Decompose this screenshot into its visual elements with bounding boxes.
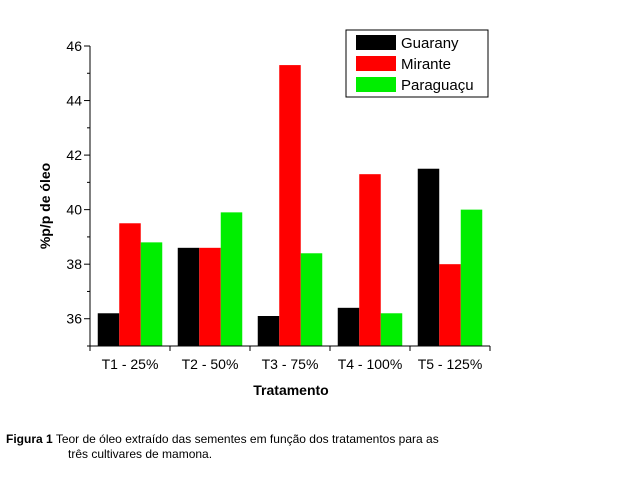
caption-line2: três cultivares de mamona. — [68, 447, 213, 461]
x-tick-label: T3 - 75% — [262, 356, 319, 372]
figure-caption: Figura 1 Teor de óleo extraído das semen… — [6, 432, 439, 462]
bar-guarany-2 — [177, 247, 200, 346]
y-axis-label: %p/p de óleo — [37, 163, 53, 249]
bar-mirante-5 — [439, 264, 461, 346]
bar-mirante-4 — [359, 174, 381, 346]
bar-paragua-u-3 — [300, 253, 323, 346]
bar-paragua-u-2 — [220, 212, 243, 346]
legend-swatch — [356, 56, 396, 71]
bar-paragua-u-1 — [140, 242, 163, 346]
x-tick-label: T2 - 50% — [182, 356, 239, 372]
legend-label: Guarany — [401, 35, 459, 52]
bars-group — [97, 65, 483, 346]
x-tick-label: T5 - 125% — [418, 356, 483, 372]
y-tick-label: 36 — [66, 311, 82, 327]
bar-paragua-u-4 — [380, 313, 403, 346]
legend: Guarany Mirante Paraguaçu — [345, 29, 489, 98]
bar-guarany-1 — [97, 313, 120, 346]
y-tick-label: 44 — [66, 93, 82, 109]
bar-mirante-1 — [119, 223, 141, 346]
y-tick-label: 42 — [66, 147, 82, 163]
bar-guarany-4 — [337, 307, 360, 346]
axes-group: 36 38 40 42 44 46 T1 - 25% T2 - 50% T3 - 75% T4 -… — [66, 38, 491, 372]
legend-swatch — [356, 77, 396, 92]
caption-label: Figura 1 — [6, 432, 53, 446]
bar-paragua-u-5 — [460, 209, 483, 346]
y-tick-label: 38 — [66, 256, 82, 272]
legend-label: Mirante — [401, 56, 451, 73]
x-tick-label: T4 - 100% — [338, 356, 403, 372]
legend-swatch — [356, 35, 396, 50]
x-tick-label: T1 - 25% — [102, 356, 159, 372]
bar-mirante-2 — [199, 247, 221, 346]
bar-mirante-3 — [279, 65, 301, 346]
y-tick-label: 40 — [66, 202, 82, 218]
y-tick-label: 46 — [66, 38, 82, 54]
caption-line1: Teor de óleo extraído das sementes em fu… — [55, 432, 439, 446]
bar-guarany-3 — [257, 316, 280, 346]
legend-label: Paraguaçu — [401, 77, 474, 94]
x-axis-label: Tratamento — [253, 382, 328, 398]
bar-guarany-5 — [417, 168, 440, 346]
